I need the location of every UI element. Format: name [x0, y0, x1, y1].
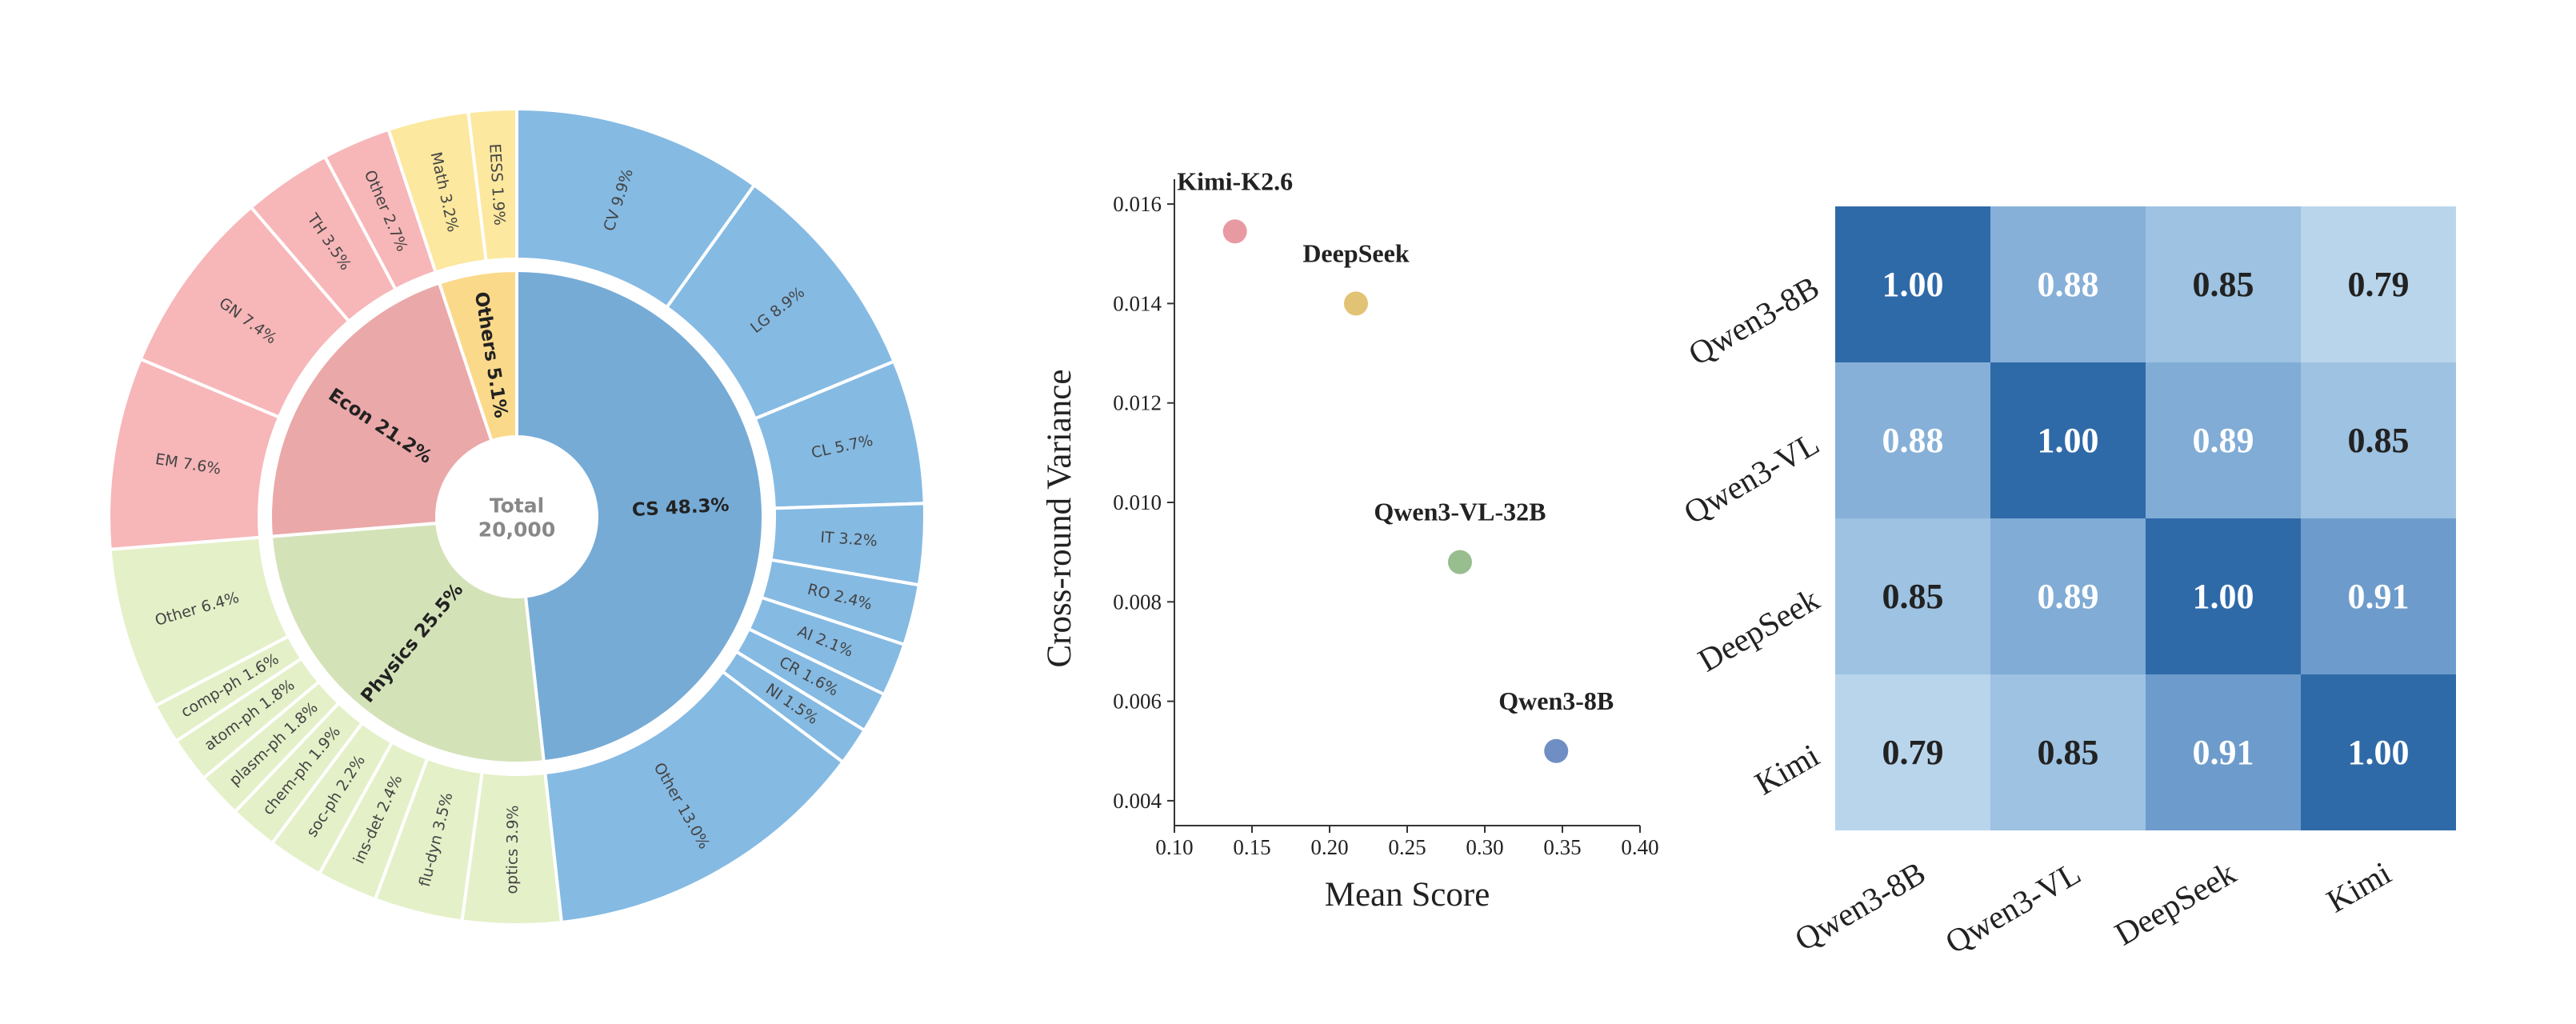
y-tick-label: 0.008 — [1113, 590, 1162, 614]
point-qwen3-8b — [1544, 738, 1569, 763]
inner-wedge-econ — [269, 281, 494, 538]
heatmap-col-label-kimi: Kimi — [2320, 854, 2397, 920]
heatmap-chart: 1.00 0.88 0.85 0.79 0.88 1.00 0.89 0.85 0.85 0.89… — [1678, 206, 2456, 961]
heatmap-value-1-3: 0.85 — [2348, 421, 2410, 460]
heatmap-cell-1-0 — [1835, 362, 1990, 518]
y-axis-label: Cross-round Variance — [1041, 370, 1078, 668]
outer-label-cs-it-3-2: IT 3.2% — [820, 529, 878, 550]
heatmap-value-2-1: 0.89 — [2038, 577, 2099, 616]
heatmap-cell-2-2 — [2146, 518, 2301, 674]
y-tick-label: 0.016 — [1113, 192, 1162, 216]
heatmap-cell-3-3 — [2301, 674, 2456, 830]
point-qwen3-vl-32b — [1447, 550, 1472, 574]
heatmap-cell-0-1 — [1990, 206, 2146, 362]
heatmap-cell-2-3 — [2301, 518, 2456, 674]
x-tick-label: 0.25 — [1388, 835, 1426, 859]
heatmap-row-label-qwen3-vl: Qwen3-VL — [1678, 425, 1826, 531]
heatmap-value-1-0: 0.88 — [1882, 421, 1944, 460]
heatmap-row-label-qwen3-8b: Qwen3-8B — [1682, 269, 1826, 373]
y-tick-label: 0.012 — [1113, 391, 1162, 415]
point-kimi-k2-6 — [1222, 219, 1247, 244]
center-value: 20,000 — [478, 518, 555, 542]
heatmap-value-2-3: 0.91 — [2348, 577, 2410, 616]
y-tick-label: 0.006 — [1113, 690, 1162, 714]
point-label-qwen3-8b: Qwen3-8B — [1498, 686, 1614, 715]
scatter-chart: 0.10 0.15 0.20 0.25 0.30 0.35 0.40 0.004 0.006 0.… — [1041, 166, 1659, 914]
heatmap-cell-1-3 — [2301, 362, 2456, 518]
point-label-qwen3-vl-32b: Qwen3-VL-32B — [1374, 498, 1546, 526]
heatmap-cell-1-2 — [2146, 362, 2301, 518]
outer-wedge-cs-other-13-0 — [543, 669, 846, 925]
heatmap-col-label-qwen3-8b: Qwen3-8B — [1788, 854, 1931, 958]
heatmap-value-1-1: 1.00 — [2038, 421, 2099, 460]
heatmap-row-label-kimi: Kimi — [1748, 737, 1825, 802]
x-tick-label: 0.20 — [1310, 835, 1348, 859]
heatmap-cell-3-1 — [1990, 674, 2146, 830]
y-tick-label: 0.014 — [1113, 291, 1162, 315]
heatmap-value-2-0: 0.85 — [1882, 577, 1944, 616]
heatmap-value-3-2: 0.91 — [2193, 733, 2254, 772]
point-label-deepseek: DeepSeek — [1302, 238, 1410, 267]
heatmap-value-0-1: 0.88 — [2038, 265, 2099, 304]
heatmap-cell-0-0 — [1835, 206, 1990, 362]
heatmap-cell-3-0 — [1835, 674, 1990, 830]
heatmap-value-1-2: 0.89 — [2193, 421, 2254, 460]
heatmap-value-0-2: 0.85 — [2193, 265, 2254, 304]
heatmap-row-label-deepseek: DeepSeek — [1692, 580, 1826, 678]
heatmap-cell-0-2 — [2146, 206, 2301, 362]
heatmap-value-0-0: 1.00 — [1882, 265, 1944, 304]
point-label-kimi-k2-6: Kimi-K2.6 — [1177, 166, 1293, 195]
inner-wedge-physics — [269, 521, 546, 765]
x-axis-label: Mean Score — [1325, 876, 1490, 914]
heatmap-cell-2-1 — [1990, 518, 2146, 674]
heatmap-cell-2-0 — [1835, 518, 1990, 674]
point-deepseek — [1343, 291, 1368, 316]
heatmap-col-label-qwen3-vl: Qwen3-VL — [1939, 854, 2087, 961]
heatmap-cell-0-3 — [2301, 206, 2456, 362]
center-circle — [440, 440, 594, 594]
heatmap-value-0-3: 0.79 — [2348, 265, 2410, 304]
heatmap-value-3-1: 0.85 — [2038, 733, 2099, 772]
center-title: Total — [490, 494, 544, 518]
sunburst-chart: CS 48.3%CV 9.9%LG 8.9%CL 5.7%IT 3.2%RO 2… — [107, 106, 926, 926]
x-tick-label: 0.40 — [1621, 835, 1658, 859]
y-tick-label: 0.010 — [1113, 490, 1162, 514]
x-tick-label: 0.35 — [1543, 835, 1581, 859]
heatmap-cell-3-2 — [2146, 674, 2301, 830]
x-tick-label: 0.10 — [1155, 835, 1193, 859]
inner-wedge-cs — [515, 268, 765, 764]
heatmap-value-2-2: 1.00 — [2193, 577, 2254, 616]
outer-wedge-others-eess-1-9 — [466, 106, 518, 263]
x-tick-label: 0.15 — [1233, 835, 1270, 859]
heatmap-value-3-3: 1.00 — [2348, 733, 2410, 772]
heatmap-cell-1-1 — [1990, 362, 2146, 518]
x-tick-label: 0.30 — [1466, 835, 1503, 859]
heatmap-col-label-deepseek: DeepSeek — [2108, 854, 2242, 952]
inner-wedge-others — [437, 268, 518, 443]
outer-label-physics-optics-3-9: optics 3.9% — [503, 805, 522, 894]
y-tick-label: 0.004 — [1113, 789, 1162, 813]
heatmap-value-3-0: 0.79 — [1882, 733, 1944, 772]
